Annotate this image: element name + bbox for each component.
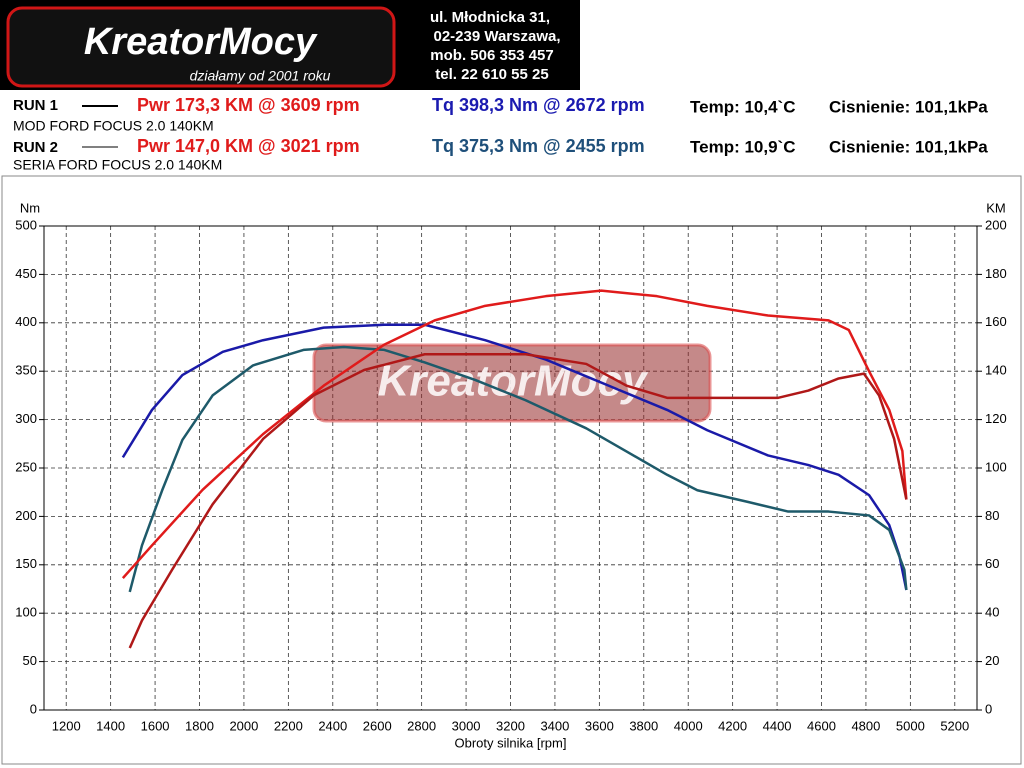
run-vehicle: SERIA FORD FOCUS 2.0 140KM (13, 157, 222, 173)
y-tick-label: 150 (15, 556, 37, 571)
x-tick-label: 2000 (229, 718, 258, 733)
x-tick-label: 3200 (496, 718, 525, 733)
run-vehicle: MOD FORD FOCUS 2.0 140KM (13, 118, 214, 134)
y2-tick-label: 120 (985, 411, 1007, 426)
y2-tick-label: 140 (985, 363, 1007, 378)
y-tick-label: 500 (15, 217, 37, 232)
y-tick-label: 300 (15, 411, 37, 426)
series-line (128, 345, 908, 593)
plot-area (43, 225, 978, 711)
x-tick-label: 2200 (274, 718, 303, 733)
y2-tick-label: 180 (985, 266, 1007, 281)
x-tick-label: 5200 (940, 718, 969, 733)
y2-tick-label: 20 (985, 653, 999, 668)
run-power: Pwr 147,0 KM @ 3021 rpm (137, 136, 360, 156)
address-line: mob. 506 353 457 (430, 47, 553, 64)
y-tick-label: 0 (30, 701, 37, 716)
x-tick-label: 1800 (185, 718, 214, 733)
x-tick-label: 4800 (851, 718, 880, 733)
x-tick-label: 3400 (540, 718, 569, 733)
x-axis-label: Obroty silnika [rpm] (455, 735, 567, 750)
run-torque: Tq 398,3 Nm @ 2672 rpm (432, 95, 645, 115)
x-tick-label: 4200 (718, 718, 747, 733)
address-line: tel. 22 610 55 25 (435, 66, 548, 83)
logo-box (6, 6, 396, 88)
chart: 1200 1400 1600 1800 2000 2200 2400 2600 2800 3000… (15, 200, 1006, 750)
run-label: RUN 1 (13, 97, 58, 114)
watermark-box (312, 343, 712, 423)
y-tick-label: 250 (15, 459, 37, 474)
y-tick-label: 450 (15, 266, 37, 281)
run-pressure: Cisnienie: 101,1kPa (829, 137, 988, 156)
y-tick-label: 400 (15, 314, 37, 329)
x-tick-label: 3600 (585, 718, 614, 733)
run-label: RUN 2 (13, 139, 58, 156)
y-tick-label: 100 (15, 605, 37, 620)
series-line (121, 323, 908, 591)
run-torque: Tq 375,3 Nm @ 2455 rpm (432, 136, 645, 156)
y-tick-label: 200 (15, 508, 37, 523)
run-temp: Temp: 10,4`C (690, 97, 796, 116)
y2-tick-label: 200 (985, 217, 1007, 232)
x-tick-label: 2400 (318, 718, 347, 733)
slogan: działamy od 2001 roku (190, 68, 331, 84)
y2-tick-label: 0 (985, 701, 992, 716)
y2-tick-label: 160 (985, 314, 1007, 329)
y-tick-label: 350 (15, 363, 37, 378)
x-tick-label: 2800 (407, 718, 436, 733)
y2-tick-label: 40 (985, 605, 999, 620)
x-tick-label: 4000 (674, 718, 703, 733)
y2-tick-label: 60 (985, 556, 999, 571)
y-tick-label: 50 (23, 653, 37, 668)
address-line: 02-239 Warszawa, (433, 28, 560, 45)
x-tick-label: 4600 (807, 718, 836, 733)
run-power: Pwr 173,3 KM @ 3609 rpm (137, 95, 360, 115)
watermark: KreatorMocy (378, 357, 649, 406)
x-tick-label: 1200 (52, 718, 81, 733)
x-tick-label: 1400 (96, 718, 125, 733)
logo: KreatorMocy (84, 21, 318, 63)
series-line (128, 353, 908, 649)
x-tick-label: 3800 (629, 718, 658, 733)
run-temp: Temp: 10,9`C (690, 137, 796, 156)
address-line: ul. Młodnicka 31, (430, 9, 550, 26)
y2-tick-label: 80 (985, 508, 999, 523)
x-tick-label: 2600 (363, 718, 392, 733)
x-tick-label: 1600 (141, 718, 170, 733)
x-tick-label: 4400 (763, 718, 792, 733)
y-axis-label: Nm (20, 200, 40, 215)
run-pressure: Cisnienie: 101,1kPa (829, 97, 988, 116)
y2-tick-label: 100 (985, 459, 1007, 474)
y2-axis-label: KM (986, 200, 1006, 215)
x-tick-label: 5000 (896, 718, 925, 733)
x-tick-label: 3000 (452, 718, 481, 733)
series-line (121, 289, 908, 579)
